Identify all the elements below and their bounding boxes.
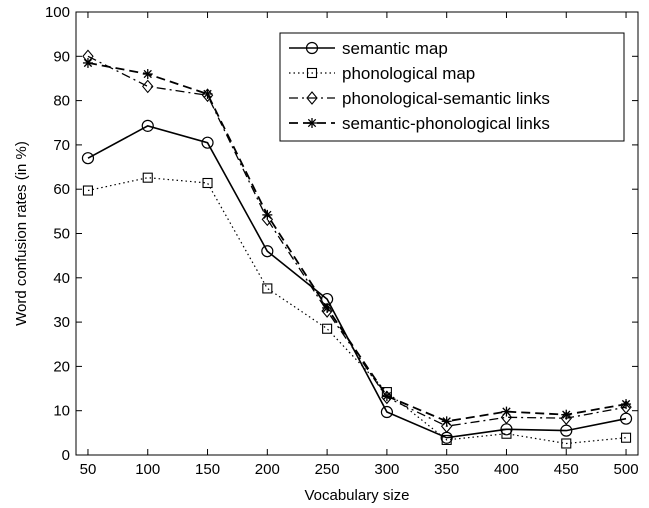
legend-label-2: phonological-semantic links bbox=[342, 89, 550, 108]
y-tick-label: 40 bbox=[53, 270, 70, 287]
data-point-series-3 bbox=[202, 88, 213, 99]
data-point-series-2 bbox=[142, 79, 154, 94]
star-stroke bbox=[203, 89, 212, 99]
data-point-series-0 bbox=[201, 136, 214, 149]
data-point-series-2 bbox=[321, 304, 333, 318]
data-point-series-0 bbox=[261, 245, 274, 258]
legend-label-0: semantic map bbox=[342, 39, 448, 58]
axis-ticks: 50 100 150 200 250 300 350 400 450 500 0 10 20 30 40 50… bbox=[45, 4, 639, 478]
legend-marker-1 bbox=[306, 67, 318, 79]
star-stroke bbox=[621, 399, 631, 409]
data-point-series-3 bbox=[381, 391, 392, 402]
x-tick-label: 200 bbox=[255, 461, 280, 478]
y-tick-label: 0 bbox=[62, 447, 70, 464]
y-tick-label: 100 bbox=[45, 4, 70, 21]
star-stroke bbox=[562, 410, 571, 419]
data-point-series-3 bbox=[322, 302, 333, 313]
legend-label-1: phonological map bbox=[342, 64, 475, 83]
data-point-series-2 bbox=[560, 411, 572, 426]
data-point-series-2 bbox=[381, 390, 393, 405]
data-point-series-1 bbox=[441, 434, 452, 445]
series-line-1 bbox=[87, 177, 627, 445]
data-point-series-1 bbox=[501, 428, 512, 439]
data-point-series-0 bbox=[141, 119, 154, 132]
data-point-series-0 bbox=[81, 152, 95, 165]
series-line-0 bbox=[87, 125, 627, 439]
star-stroke bbox=[143, 69, 152, 79]
data-point-series-3 bbox=[262, 209, 273, 220]
y-tick-label: 10 bbox=[53, 403, 70, 420]
y-axis-label: Word confusion rates (in %) bbox=[13, 141, 30, 326]
x-tick-label: 100 bbox=[135, 461, 160, 478]
series-line-2 bbox=[87, 55, 627, 427]
y-tick-label: 30 bbox=[53, 314, 70, 331]
legend-box bbox=[279, 32, 625, 142]
data-point-series-3 bbox=[142, 69, 153, 80]
data-point-series-1 bbox=[82, 185, 94, 196]
x-tick-label: 300 bbox=[374, 461, 399, 478]
star-stroke bbox=[322, 303, 332, 313]
data-point-series-3 bbox=[82, 57, 93, 68]
legend-marker-2 bbox=[306, 91, 318, 105]
x-axis-label: Vocabulary size bbox=[304, 487, 409, 504]
data-point-series-2 bbox=[201, 88, 214, 103]
series-markers bbox=[81, 49, 633, 449]
star-stroke bbox=[502, 407, 511, 416]
x-tick-label: 500 bbox=[614, 461, 639, 478]
y-tick-label: 80 bbox=[53, 93, 70, 110]
legend-label-3: semantic-phonological links bbox=[342, 114, 550, 133]
x-tick-label: 400 bbox=[494, 461, 519, 478]
data-point-series-0 bbox=[560, 424, 573, 437]
data-point-series-1 bbox=[202, 177, 213, 189]
data-point-series-0 bbox=[380, 405, 393, 419]
x-tick-label: 50 bbox=[80, 461, 97, 478]
star-stroke bbox=[263, 210, 272, 220]
y-tick-label: 60 bbox=[53, 181, 70, 198]
data-point-series-1 bbox=[322, 323, 333, 334]
star-stroke bbox=[382, 391, 392, 401]
star-stroke bbox=[83, 58, 93, 68]
legend-marker-0 bbox=[305, 41, 319, 55]
legend-marker-3 bbox=[307, 118, 317, 128]
data-point-series-1 bbox=[142, 172, 153, 183]
data-point-series-3 bbox=[561, 409, 572, 420]
data-point-series-3 bbox=[501, 406, 512, 417]
x-tick-label: 150 bbox=[195, 461, 220, 478]
x-tick-label: 450 bbox=[554, 461, 579, 478]
data-point-series-3 bbox=[441, 416, 452, 427]
y-tick-label: 50 bbox=[53, 226, 70, 243]
data-point-series-1 bbox=[620, 432, 632, 443]
data-point-series-1 bbox=[561, 438, 572, 449]
data-point-series-2 bbox=[620, 400, 632, 415]
y-tick-label: 90 bbox=[53, 48, 70, 65]
x-tick-label: 250 bbox=[315, 461, 340, 478]
star-stroke bbox=[442, 417, 451, 426]
data-point-series-3 bbox=[621, 399, 632, 410]
series-lines bbox=[87, 55, 627, 445]
legend: semantic map phonological map phonological… bbox=[279, 32, 625, 142]
data-point-series-1 bbox=[262, 283, 273, 294]
series-line-3 bbox=[87, 62, 627, 423]
y-tick-label: 20 bbox=[53, 358, 70, 375]
x-tick-label: 350 bbox=[434, 461, 459, 478]
y-tick-label: 70 bbox=[53, 137, 70, 154]
star-stroke bbox=[307, 118, 317, 128]
